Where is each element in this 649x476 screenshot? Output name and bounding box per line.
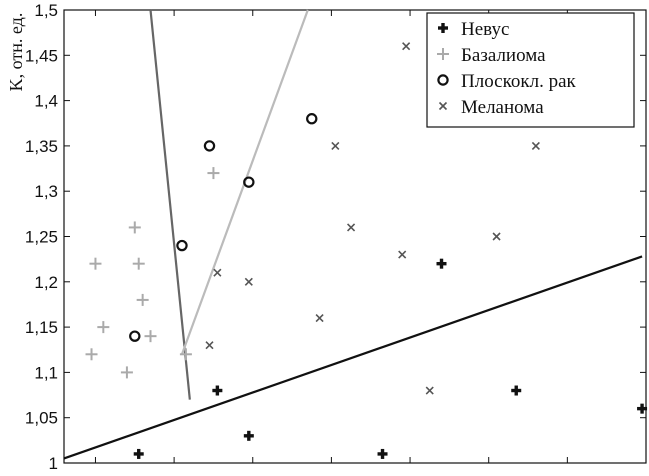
marker-circle [129,330,141,342]
y-tick-label: 1,15 [25,318,58,337]
marker-stroke [205,341,214,350]
marker-stroke [347,223,356,232]
legend-marker-3 [437,74,449,86]
point-plus-series-2 [89,257,102,270]
boundary-line-1 [63,255,643,460]
data-points [85,42,648,459]
point-plus-bold-series-1 [436,258,447,269]
point-circle-series-3 [203,140,216,152]
point-plus-bold-series-1 [212,385,223,396]
point-plus-bold-series-1 [133,448,144,459]
y-tick-label: 1,45 [25,46,58,65]
point-plus-bold-series-1 [637,403,648,414]
point-x-series-4 [213,268,222,277]
marker-circle [437,74,449,86]
point-x-series-4 [425,386,434,395]
point-plus-bold-series-1 [243,430,254,441]
marker-stroke [213,268,222,277]
y-axis-title: K, отн. ед. [6,13,26,92]
point-circle-series-3 [176,239,188,252]
y-tick-label: 1,05 [25,409,58,428]
point-plus-series-2 [144,330,157,343]
x-axis-ticks [94,10,647,463]
point-plus-series-2 [207,167,220,180]
point-plus-series-2 [132,257,145,270]
marker-stroke [425,386,434,395]
y-tick-label: 1 [49,454,58,473]
boundary-line-2 [149,9,191,400]
point-circle-series-3 [306,113,318,125]
legend-marker-4 [438,101,448,111]
point-circle-series-3 [243,176,255,188]
marker-stroke [331,141,340,150]
y-tick-label: 1,4 [34,92,58,111]
marker-stroke [398,250,407,259]
marker-circle [243,176,255,188]
marker-stroke [438,101,448,111]
point-plus-bold-series-1 [377,448,388,459]
legend-marker-1 [438,23,448,33]
legend-label-2: Базалиома [461,45,546,66]
point-plus-series-2 [120,366,133,379]
y-tick-label: 1,35 [25,137,58,156]
marker-stroke [402,42,411,51]
point-circle-series-3 [129,330,141,342]
marker-circle [176,239,188,252]
marker-circle [203,140,216,152]
point-plus-series-2 [97,321,110,334]
point-x-series-4 [244,277,253,286]
y-axis-ticks: 1 1,05 1,1 1,15 1,2 1,25 1,3 1,35 1,4 1,45 1,5 [25,1,646,473]
legend-label-3: Плоскокл. рак [461,71,577,92]
point-plus-series-2 [85,348,98,361]
point-x-series-4 [492,232,501,241]
point-plus-series-2 [128,221,141,234]
legend-box [426,12,635,128]
marker-stroke [531,141,540,150]
marker-stroke [315,313,324,323]
point-plus-series-2 [136,293,149,306]
y-tick-label: 1,5 [34,1,58,20]
point-x-series-4 [205,341,214,350]
y-tick-label: 1,2 [34,273,58,292]
point-x-series-4 [402,42,411,51]
y-tick-label: 1,1 [34,363,58,382]
point-x-series-4 [398,250,407,259]
marker-stroke [244,277,253,286]
point-x-series-4 [331,141,340,150]
y-tick-label: 1,25 [25,228,58,247]
legend-label-1: Невус [461,19,509,40]
legend-marker-2 [437,48,449,60]
y-tick-label: 1,3 [34,182,58,201]
marker-stroke [492,232,501,241]
legend-label-4: Меланома [461,97,544,118]
point-x-series-4 [531,141,540,150]
point-plus-bold-series-1 [511,385,522,396]
legend: Невус Базалиома Плоскокл. рак Меланома [426,12,635,128]
point-x-series-4 [347,223,356,232]
marker-circle [306,113,318,125]
point-plus-series-2 [179,348,192,361]
point-x-series-4 [315,313,324,323]
